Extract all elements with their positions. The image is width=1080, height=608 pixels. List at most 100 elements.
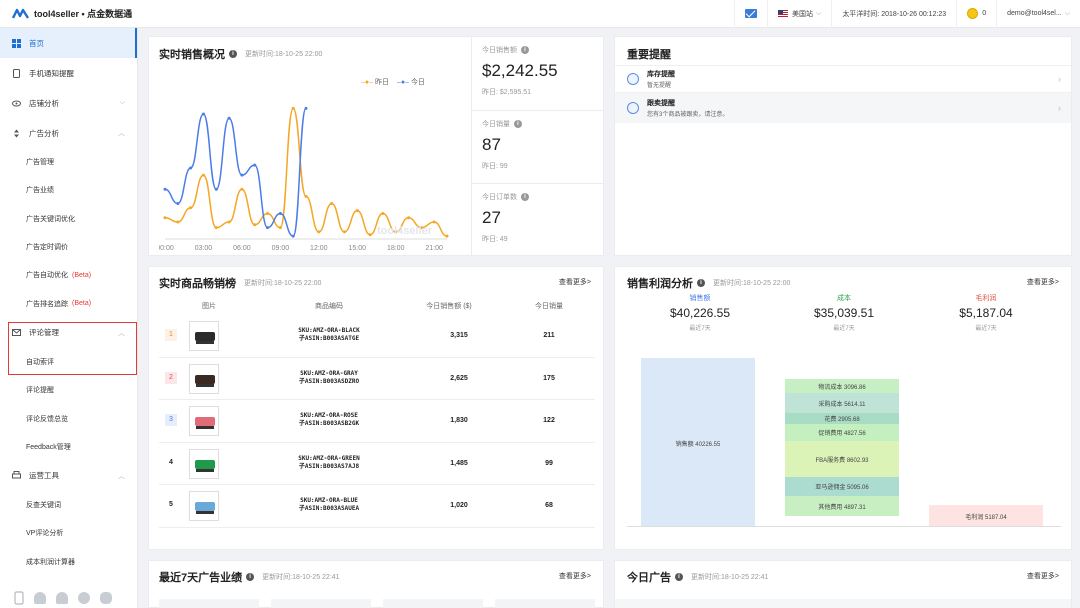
legend-today[interactable]: –●– 今日 [396,79,425,86]
data-point[interactable] [240,173,244,177]
data-point[interactable] [189,166,193,170]
data-point[interactable] [278,226,282,230]
data-point[interactable] [304,194,308,198]
data-point[interactable] [394,230,398,234]
data-point[interactable] [176,220,180,224]
data-point[interactable] [214,187,218,191]
sidebar-sub-review-alerts[interactable]: 评论提醒 [0,376,137,404]
x-tick-label: 12:00 [310,245,328,252]
chevron-right-icon: › [1058,74,1061,84]
view-more-link[interactable]: 查看更多> [1026,573,1059,580]
sidebar-item-operation-tools[interactable]: 运营工具 ︿ [0,461,137,491]
view-more-link[interactable]: 查看更多> [558,573,591,580]
sidebar-sub-reverse-keyword[interactable]: 反查关键词 [0,491,137,519]
sidebar-sub-profit-calculator[interactable]: 成本利润计算器 [0,548,137,576]
sidebar-sub-ad-rank-tracking[interactable]: 广告排名追踪 (Beta) [0,289,137,317]
brand-logo[interactable]: tool4seller • 点金数据通 [0,7,138,20]
sidebar-sub-auto-review-request[interactable]: 自动索评 [0,348,137,376]
sidebar-sub-label: 成本利润计算器 [26,558,75,566]
info-icon[interactable]: i [675,573,683,581]
table-row[interactable]: 2 SKU:AMZ-ORA-GRAY 子ASIN:B003ASDZRO 2,625 17… [159,358,595,401]
data-point[interactable] [445,234,449,238]
product-thumbnail[interactable] [189,491,219,522]
sidebar-sub-ad-performance[interactable]: 广告业绩 [0,176,137,204]
sidebar-sub-feedback-management[interactable]: Feedback管理 [0,433,137,461]
sidebar-item-ad-analysis[interactable]: 广告分析 ︿ [0,118,137,148]
table-row[interactable]: 1 SKU:AMZ-ORA-BLACK 子ASIN:B003ASATGE 3,315 2… [159,315,595,358]
sidebar-item-store-analysis[interactable]: 店铺分析 ⌵ [0,88,137,118]
user-menu[interactable]: demo@tool4sel... ⌵ [996,0,1080,28]
data-point[interactable] [214,226,218,230]
product-thumbnail[interactable] [189,406,219,437]
info-icon[interactable]: i [514,119,522,128]
data-point[interactable] [381,211,385,215]
data-point[interactable] [419,226,423,230]
reminder-sub: 您有3个商品被跟卖，请注意。 [647,112,729,118]
data-point[interactable] [407,216,411,220]
view-more-link[interactable]: 查看更多> [1026,279,1059,286]
sidebar-sub-ad-scheduled-bidding[interactable]: 广告定时调价 [0,233,137,261]
stat-label: 今日销量 [482,120,510,128]
table-row[interactable]: 4 SKU:AMZ-ORA-GREEN 子ASIN:B003AS7AJ8 1,485 9… [159,443,595,486]
sidebar-item-mobile-alerts[interactable]: 手机通知提醒 [0,58,137,88]
asin-code: 子ASIN:B003ASDZRO [298,377,360,385]
table-row[interactable]: 3 SKU:AMZ-ORA-ROSE 子ASIN:B003ASB2GK 1,830 12… [159,400,595,443]
sku-code: SKU:AMZ-ORA-BLUE [300,497,358,505]
data-point[interactable] [253,223,257,227]
group-icon[interactable] [100,592,112,604]
sidebar-sub-ad-management[interactable]: 广告管理 [0,148,137,176]
sidebar-sub-ad-auto-optimization[interactable]: 广告自动优化 (Beta) [0,261,137,289]
data-point[interactable] [189,206,193,210]
stat-value: 27 [482,208,501,228]
data-point[interactable] [317,230,321,234]
data-point[interactable] [330,202,334,205]
data-point[interactable] [368,233,372,237]
reminder-inventory[interactable]: 库存提醒 暂无提醒 › [615,65,1071,92]
chevron-up-icon: ︿ [118,472,125,480]
sidebar-sub-review-feedback-overview[interactable]: 评论反馈总览 [0,404,137,432]
sofa-image [195,459,215,472]
info-icon[interactable]: i [229,50,237,58]
data-point[interactable] [201,112,205,116]
sidebar-item-review-management[interactable]: 评论管理 ︿ [0,318,137,348]
data-point[interactable] [291,234,295,238]
data-point[interactable] [355,209,359,213]
view-more-link[interactable]: 查看更多> [558,279,591,286]
data-point[interactable] [266,226,270,230]
col-header-sales: 今日销售额 ($) [426,303,472,310]
data-point[interactable] [253,163,257,167]
data-point[interactable] [304,106,308,110]
product-thumbnail[interactable] [189,448,219,479]
bell-icon[interactable] [34,592,46,604]
data-point[interactable] [201,173,205,177]
marketplace-select[interactable]: 美国站 ⌵ [767,0,831,28]
info-icon[interactable]: i [521,46,529,54]
data-point[interactable] [291,106,295,110]
mobile-icon[interactable] [14,591,24,605]
info-icon[interactable]: i [521,193,529,202]
info-icon[interactable]: i [246,573,255,581]
coin-balance[interactable]: 0 [956,0,996,28]
data-point[interactable] [432,220,436,224]
data-point[interactable] [163,187,167,191]
info-icon[interactable]: i [697,279,705,287]
sidebar-item-home[interactable]: 首页 [0,28,137,58]
data-point[interactable] [227,116,231,120]
table-row[interactable]: 5 SKU:AMZ-ORA-BLUE 子ASIN:B003ASAUEA 1,020 68 [159,485,595,528]
legend-yesterday[interactable]: –●– 昨日 [361,79,389,86]
sidebar-sub-vp-review-analysis[interactable]: VP评论分析 [0,519,137,547]
messages-button[interactable] [734,0,767,28]
data-point[interactable] [240,187,244,191]
product-thumbnail[interactable] [189,321,219,351]
reminder-hijack[interactable]: 跟卖提醒 您有3个商品被跟卖，请注意。 › [615,92,1071,123]
product-thumbnail[interactable] [189,363,219,394]
data-point[interactable] [227,220,231,224]
data-point[interactable] [278,211,282,215]
user-icon[interactable] [56,592,68,604]
sidebar-sub-ad-keyword-optimization[interactable]: 广告关键词优化 [0,205,137,233]
data-point[interactable] [163,216,167,220]
data-point[interactable] [176,202,180,205]
data-point[interactable] [266,211,270,215]
data-point[interactable] [342,230,346,234]
chat-icon[interactable] [78,592,90,604]
